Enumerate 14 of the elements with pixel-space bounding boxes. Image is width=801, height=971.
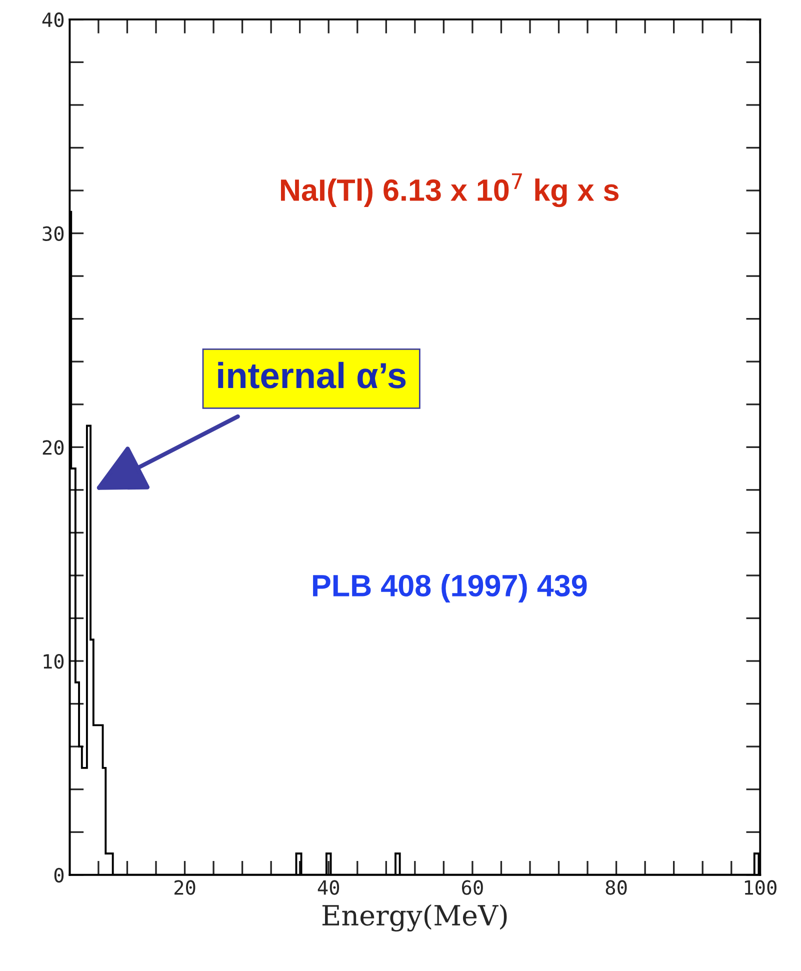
y-tick-label: 20 bbox=[42, 440, 64, 455]
x-tick-label: 40 bbox=[318, 880, 340, 895]
x-tick-label: 60 bbox=[462, 880, 483, 895]
y-tick-label: 10 bbox=[44, 654, 64, 669]
x-tick-label: 20 bbox=[174, 880, 196, 895]
annotation: PLB 408 (1997) 439 bbox=[313, 574, 587, 603]
x-tick-label: 80 bbox=[606, 880, 627, 895]
annotation: NaI(Tl) 6.13 x 10$^{7}$ kg x s bbox=[280, 173, 619, 208]
y-tick-label: 30 bbox=[42, 226, 64, 241]
annotation: internal α’s bbox=[218, 362, 406, 388]
x-tick-label: 100 bbox=[744, 880, 776, 895]
y-tick-label: 0 bbox=[54, 868, 64, 883]
y-tick-label: 40 bbox=[42, 12, 64, 28]
x-axis-title: Energy(MeV) bbox=[322, 904, 507, 932]
